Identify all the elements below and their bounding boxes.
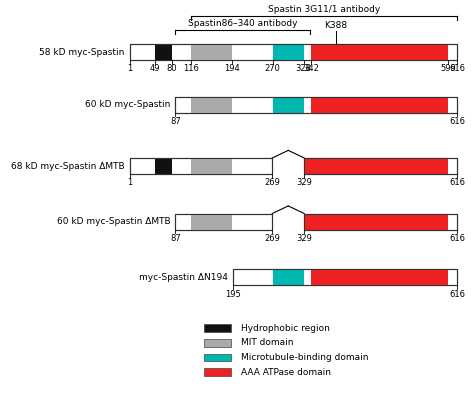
Text: 87: 87	[170, 117, 181, 126]
Text: 60 kD myc-Spastin: 60 kD myc-Spastin	[85, 100, 171, 109]
Bar	[129, 158, 272, 174]
Text: MIT domain: MIT domain	[241, 338, 293, 347]
Bar	[304, 158, 457, 174]
Text: myc-Spastin ΔN194: myc-Spastin ΔN194	[139, 273, 228, 282]
Text: 616: 616	[449, 289, 465, 299]
Text: Hydrophobic region: Hydrophobic region	[241, 324, 329, 333]
Text: 616: 616	[449, 64, 465, 73]
Text: Spastin86–340 antibody: Spastin86–340 antibody	[188, 19, 297, 27]
Text: 329: 329	[296, 178, 312, 187]
Text: 599: 599	[440, 64, 456, 73]
Text: 1: 1	[127, 178, 132, 187]
Text: 195: 195	[225, 289, 241, 299]
Bar	[304, 214, 457, 230]
Bar	[175, 96, 457, 113]
Bar	[304, 158, 448, 174]
Bar	[273, 269, 304, 285]
Bar	[233, 269, 457, 285]
Bar	[204, 339, 231, 347]
Bar	[191, 44, 232, 60]
Text: 116: 116	[183, 64, 199, 73]
Text: 616: 616	[449, 178, 465, 187]
Text: 194: 194	[224, 64, 240, 73]
Text: 87: 87	[170, 234, 181, 243]
Bar	[175, 214, 272, 230]
Bar	[155, 44, 172, 60]
Bar	[273, 96, 304, 113]
Bar	[129, 44, 457, 60]
Text: Spastin 3G11/1 antibody: Spastin 3G11/1 antibody	[268, 4, 380, 13]
Text: 1: 1	[127, 64, 132, 73]
Text: 60 kD myc-Spastin ΔMTB: 60 kD myc-Spastin ΔMTB	[57, 217, 171, 226]
Bar	[191, 158, 232, 174]
Bar	[311, 96, 448, 113]
Text: 616: 616	[449, 234, 465, 243]
Bar	[233, 269, 457, 285]
Text: 80: 80	[166, 64, 177, 73]
Bar	[129, 44, 457, 60]
Text: 342: 342	[303, 64, 319, 73]
Bar	[175, 214, 272, 230]
Bar	[175, 96, 457, 113]
Text: 49: 49	[150, 64, 160, 73]
Text: 329: 329	[296, 234, 312, 243]
Text: 269: 269	[264, 234, 280, 243]
Text: Microtubule-binding domain: Microtubule-binding domain	[241, 353, 368, 362]
Text: AAA ATPase domain: AAA ATPase domain	[241, 368, 331, 376]
Bar	[155, 158, 172, 174]
Text: 68 kD myc-Spastin ΔMTB: 68 kD myc-Spastin ΔMTB	[11, 162, 125, 171]
Bar	[129, 158, 272, 174]
Text: 328: 328	[296, 64, 312, 73]
Text: 269: 269	[264, 178, 280, 187]
Bar	[304, 214, 448, 230]
Bar	[204, 324, 231, 332]
Bar	[191, 96, 232, 113]
Bar	[311, 44, 448, 60]
Text: 616: 616	[449, 117, 465, 126]
Text: 270: 270	[265, 64, 281, 73]
Bar	[273, 44, 304, 60]
Bar	[311, 269, 448, 285]
Bar	[304, 214, 457, 230]
Bar	[204, 354, 231, 361]
Bar	[204, 368, 231, 376]
Text: 58 kD myc-Spastin: 58 kD myc-Spastin	[39, 48, 125, 57]
Text: K388: K388	[324, 21, 347, 30]
Bar	[304, 158, 457, 174]
Bar	[191, 214, 232, 230]
